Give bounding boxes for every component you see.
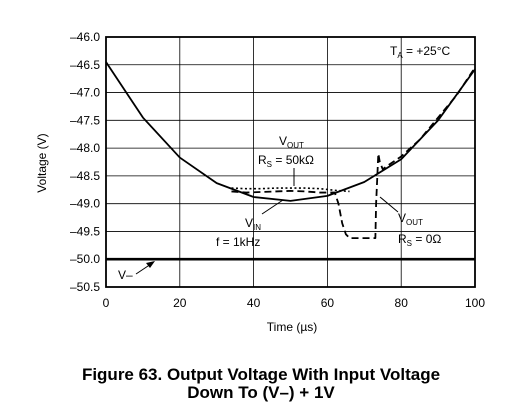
series-line-1 [105,61,476,202]
plot-frame [105,36,476,288]
vout-0-label: VOUT [398,211,423,227]
tick-labels: 0 20 40 60 80 100 –46.0 –46.5 –47.0 –47.5 –48.0 –48… [70,30,485,310]
x-tick-label: 60 [321,296,335,310]
x-tick-label: 100 [465,296,485,310]
y-tick-label: –49.5 [70,224,100,238]
x-tick-label: 80 [395,296,409,310]
y-tick-label: –49.0 [70,197,100,211]
vin-label: VIN [245,216,261,232]
x-tick-label: 0 [103,296,110,310]
vminus-label: V– [118,268,133,282]
vout-0-leader [379,196,399,213]
vin-frequency: f = 1kHz [216,235,260,249]
vout-50k-label: VOUT [279,134,304,150]
y-tick-label: –50.0 [70,252,100,266]
y-tick-label: –46.0 [70,30,100,44]
vout-50k-condition: RS = 50kΩ [258,153,314,169]
y-axis-label: Voltage (V) [35,133,49,192]
vin-leader [261,199,284,215]
y-tick-label: –48.0 [70,141,100,155]
y-tick-label: –50.5 [70,280,100,294]
y-tick-label: –47.0 [70,86,100,100]
caption-line-1: Figure 63. Output Voltage With Input Vol… [81,365,441,384]
x-axis-label: Time (µs) [267,320,317,334]
series-line-2 [231,187,350,193]
y-tick-label: –48.5 [70,169,100,183]
y-tick-label: –47.5 [70,113,100,127]
vout-0-condition: RS = 0Ω [398,232,441,248]
figure-caption: Figure 63. Output Voltage With Input Vol… [0,366,522,402]
x-tick-label: 20 [173,296,187,310]
chart: 0 20 40 60 80 100 –46.0 –46.5 –47.0 –47.5 –48.0 –48… [35,30,485,334]
series-group [105,61,476,261]
temperature-annotation: TA = +25°C [390,44,451,60]
caption-line-2: Down To (V–) + 1V [187,383,335,402]
vminus-arrowhead [146,261,155,268]
y-tick-label: –46.5 [70,58,100,72]
series-line-3 [231,67,476,240]
x-tick-label: 40 [247,296,261,310]
